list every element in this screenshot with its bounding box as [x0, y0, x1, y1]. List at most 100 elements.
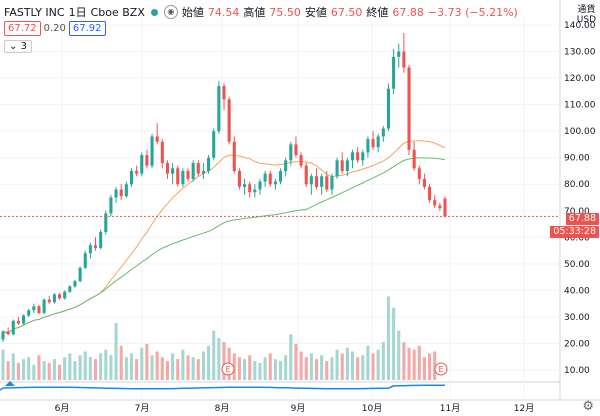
candle-body: [304, 165, 308, 185]
volume-bar: [314, 359, 319, 380]
earnings-marker-label: E: [438, 365, 443, 374]
y-tick-label: 80.00: [564, 180, 590, 190]
volume-bar: [171, 353, 175, 380]
candle-body: [366, 139, 370, 153]
volume-bar: [207, 345, 211, 380]
volume-bar: [422, 357, 426, 380]
volume-bar: [27, 357, 31, 380]
volume-bar: [268, 353, 272, 380]
volume-bar: [345, 347, 349, 380]
candle-body: [27, 310, 31, 316]
candle-body: [129, 170, 134, 185]
volume-bar: [52, 359, 56, 380]
interval-label[interactable]: 1日: [68, 6, 87, 19]
candle-body: [345, 160, 349, 171]
volume-bar: [335, 349, 339, 380]
volume-bar: [150, 355, 154, 380]
candle-body: [140, 155, 144, 174]
volume-bar: [135, 359, 139, 380]
candle-body: [258, 181, 262, 190]
volume-bar: [412, 349, 416, 380]
y-tick-label: 60.00: [564, 233, 590, 243]
volume-bar: [145, 343, 149, 380]
volume-bar: [93, 359, 98, 380]
volume-bar: [361, 355, 365, 380]
currency-code: USD: [576, 15, 596, 25]
symbol-name[interactable]: FASTLY INC: [4, 5, 65, 19]
ask-button[interactable]: 67.92: [68, 21, 106, 36]
candle-body: [150, 136, 154, 166]
candle-body: [217, 86, 221, 132]
volume-bar: [186, 355, 190, 380]
candle-body: [356, 152, 360, 161]
candle-body: [57, 294, 62, 299]
candle-body: [320, 176, 324, 187]
volume-bar: [417, 345, 421, 380]
exchange-label: Cboe BZX: [90, 5, 145, 19]
bid-button[interactable]: 67.72: [4, 21, 41, 36]
volume-bar: [201, 351, 205, 380]
earnings-marker-icon: [221, 362, 235, 376]
volume-bar: [104, 349, 108, 380]
volume-bar: [376, 349, 380, 380]
candle-body: [330, 176, 334, 190]
volume-bar: [294, 343, 298, 380]
y-tick-label: 140.00: [564, 21, 596, 31]
candle-body: [376, 136, 380, 148]
volume-bar: [320, 355, 324, 380]
volume-bar: [248, 355, 252, 380]
candle-body: [165, 163, 170, 174]
earnings-marker-label: E: [225, 365, 230, 374]
volume-bar: [160, 357, 164, 380]
candle-body: [145, 155, 149, 166]
candle-body: [263, 173, 267, 182]
volume-bar: [289, 334, 293, 380]
gear-icon[interactable]: ⚙: [582, 399, 594, 414]
candle-body: [278, 170, 283, 182]
oscillator-line: [0, 384, 445, 391]
candle-body: [361, 152, 365, 161]
volume-bar: [47, 362, 51, 380]
volume-bar: [22, 359, 26, 380]
volume-bar: [73, 361, 77, 380]
volume-bar: [16, 362, 20, 380]
bar-countdown: 05:33:28: [550, 226, 599, 238]
candle-body: [135, 170, 139, 174]
candle-body: [104, 213, 108, 232]
candle-body: [171, 168, 175, 174]
y-tick-label: 40.00: [564, 286, 590, 296]
candle-body: [11, 320, 15, 335]
volume-bar: [278, 361, 283, 380]
volume-bar: [63, 357, 67, 380]
volume-bar: [212, 330, 216, 380]
candle-body: [207, 157, 211, 171]
volume-bar: [129, 353, 134, 380]
volume-bar: [309, 353, 313, 380]
candle-body: [47, 299, 51, 303]
volume-bar: [232, 353, 236, 380]
volume-bar: [78, 355, 82, 380]
candle-body: [428, 186, 432, 201]
volume-bar: [83, 351, 87, 380]
indicators-toggle-button[interactable]: ⌄ 3: [4, 40, 32, 53]
volume-bar: [124, 357, 128, 380]
volume-bar: [433, 351, 437, 380]
volume-bar: [119, 345, 123, 380]
eye-icon[interactable]: ◉: [163, 5, 178, 19]
volume-bar: [340, 353, 344, 380]
candle-body: [196, 163, 200, 174]
volume-bar: [191, 357, 195, 380]
currency-label[interactable]: 通貨 USD: [577, 2, 596, 25]
volume-bar: [217, 338, 221, 380]
candle-body: [417, 168, 421, 179]
volume-bar: [263, 357, 267, 380]
candle-body: [248, 184, 252, 193]
candle-body: [412, 149, 416, 169]
volume-bar: [371, 353, 375, 380]
candle-body: [299, 155, 303, 166]
candle-body: [243, 184, 247, 187]
x-tick-label: 10月: [362, 403, 382, 414]
volume-bar: [155, 351, 159, 380]
candle-body: [201, 170, 205, 174]
